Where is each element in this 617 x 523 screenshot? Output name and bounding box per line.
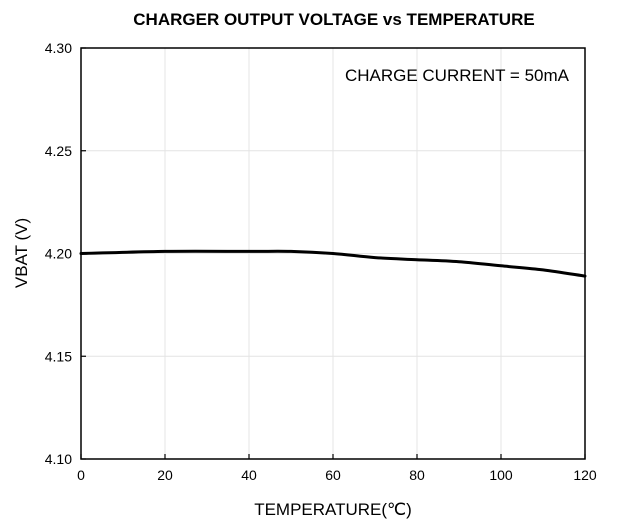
y-tick-label: 4.10 — [45, 451, 72, 467]
x-tick-label: 60 — [325, 467, 341, 483]
x-tick-label: 20 — [157, 467, 173, 483]
chart-annotation: CHARGE CURRENT = 50mA — [345, 66, 570, 85]
x-tick-label: 0 — [77, 467, 85, 483]
series-layer — [79, 249, 587, 278]
x-tick-label: 120 — [573, 467, 597, 483]
y-axis-label: VBAT (V) — [12, 218, 31, 288]
x-tick-label: 80 — [409, 467, 425, 483]
y-tick-label: 4.30 — [45, 40, 72, 56]
x-tick-label: 40 — [241, 467, 257, 483]
x-axis-label: TEMPERATURE(℃) — [254, 500, 412, 519]
x-tick-label: 100 — [489, 467, 513, 483]
y-tick-label: 4.20 — [45, 246, 72, 262]
y-tick-label: 4.25 — [45, 143, 72, 159]
tick-marks — [80, 47, 586, 460]
y-tick-label: 4.15 — [45, 348, 72, 364]
chart-title: CHARGER OUTPUT VOLTAGE vs TEMPERATURE — [133, 10, 534, 29]
series-line — [79, 249, 587, 278]
x-tick-labels: 0 20 40 60 80 100 120 — [77, 467, 597, 483]
y-tick-labels: 4.10 4.15 4.20 4.25 4.30 — [45, 40, 72, 467]
